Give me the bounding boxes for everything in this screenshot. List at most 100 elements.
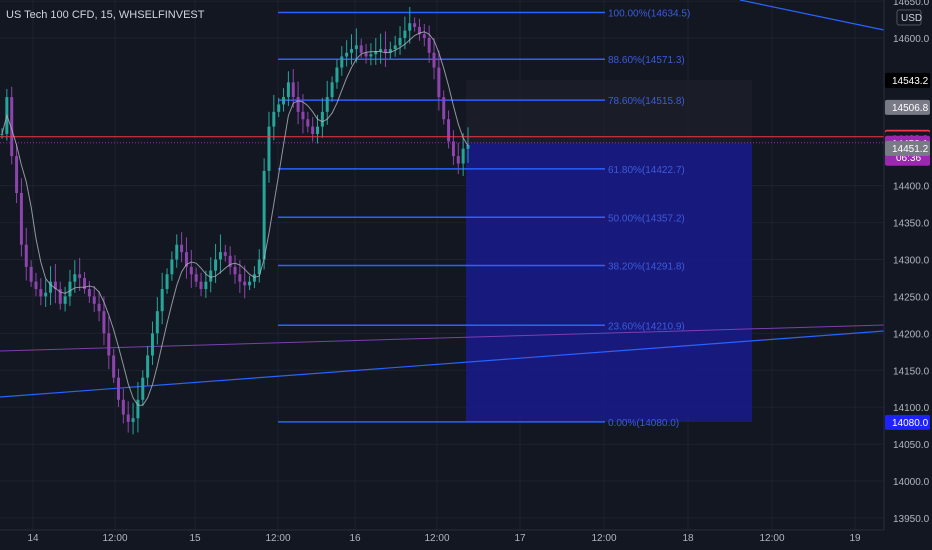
x-tick-label: 18 bbox=[682, 533, 694, 544]
candle-body bbox=[393, 45, 397, 50]
y-tick-label: 13950.0 bbox=[893, 514, 930, 525]
drawing-layer[interactable]: 100.00%(14634.5) 88.60%(14571.3) 78.60%(14… bbox=[0, 0, 885, 429]
y-tick-label: 14600.0 bbox=[893, 34, 930, 45]
fib-level-label: 23.60%(14210.9) bbox=[608, 321, 685, 332]
candle-body bbox=[451, 141, 455, 157]
x-tick-label: 12:00 bbox=[591, 533, 616, 544]
fib-level-label: 50.00%(14357.2) bbox=[608, 213, 685, 224]
candle-body bbox=[388, 49, 392, 53]
candle-body bbox=[301, 111, 305, 120]
candle-body bbox=[238, 274, 242, 282]
candle-body bbox=[262, 170, 266, 260]
candle-body bbox=[49, 281, 53, 293]
price-tag[interactable]: 14543.2 bbox=[885, 72, 930, 88]
candle-body bbox=[194, 274, 198, 282]
x-tick-label: 16 bbox=[349, 533, 361, 544]
candle-body bbox=[136, 399, 140, 419]
candle-body bbox=[87, 289, 91, 297]
price-tag-value: 14080.0 bbox=[892, 418, 929, 429]
candle-body bbox=[78, 274, 82, 278]
candle-body bbox=[374, 51, 378, 55]
candle-body bbox=[257, 259, 261, 275]
candle-body bbox=[131, 418, 135, 422]
trend-line-upper bbox=[739, 0, 885, 31]
y-tick-label: 14250.0 bbox=[893, 292, 930, 303]
fib-level-label: 38.20%(14291.8) bbox=[608, 262, 685, 273]
candle-body bbox=[184, 252, 188, 267]
candle-body bbox=[146, 355, 150, 378]
candle-body bbox=[286, 82, 290, 98]
y-tick-label: 14100.0 bbox=[893, 403, 930, 414]
candle-body bbox=[204, 281, 208, 290]
candle-body bbox=[189, 266, 193, 275]
price-axis-bg bbox=[884, 0, 932, 550]
candle-body bbox=[383, 49, 387, 53]
candle-body bbox=[63, 296, 67, 304]
candle-body bbox=[29, 266, 33, 282]
candle-body bbox=[68, 281, 72, 297]
candle-body bbox=[233, 266, 237, 275]
candle-body bbox=[34, 281, 38, 290]
price-tag-countdown: 06:36 bbox=[896, 153, 921, 164]
fib-level-label: 78.60%(14515.8) bbox=[608, 96, 685, 107]
price-tag-bg bbox=[885, 72, 930, 88]
candle-body bbox=[359, 45, 363, 53]
y-tick-label: 14150.0 bbox=[893, 366, 930, 377]
candle-body bbox=[180, 244, 184, 253]
candle-body bbox=[413, 23, 417, 27]
x-tick-label: 19 bbox=[849, 533, 861, 544]
price-axis[interactable]: 14650.0 14600.0 14400.0 14350.0 14300.0 14250… bbox=[883, 0, 932, 550]
candle-body bbox=[160, 289, 164, 312]
candle-body bbox=[422, 34, 426, 38]
candle-body bbox=[92, 296, 96, 304]
currency-badge bbox=[896, 9, 922, 26]
candle-body bbox=[218, 252, 222, 260]
candle-body bbox=[44, 292, 48, 297]
time-axis[interactable]: 14 12:00 15 12:00 16 12:00 17 12:00 18 12:00 19 bbox=[0, 529, 884, 544]
y-tick-label: 14650.0 bbox=[893, 0, 930, 8]
candle-body bbox=[306, 119, 310, 127]
candle-body bbox=[379, 49, 383, 52]
y-tick-label: 14400.0 bbox=[893, 182, 930, 193]
candles bbox=[0, 6, 470, 435]
candle-body bbox=[165, 274, 169, 290]
candle-body bbox=[267, 126, 271, 171]
price-tag-bg bbox=[885, 140, 930, 156]
overlay-layer bbox=[0, 31, 884, 406]
candle-body bbox=[121, 399, 125, 415]
moving-average-line bbox=[1, 31, 469, 406]
fib-level-label: 0.00%(14080.0) bbox=[608, 418, 679, 429]
candle-body bbox=[126, 414, 130, 422]
candle-body bbox=[155, 311, 159, 334]
price-tag[interactable]: 14506.8 bbox=[885, 99, 930, 115]
price-tag-value: 14451.2 bbox=[892, 144, 929, 155]
x-tick-label: 14 bbox=[27, 533, 39, 544]
candle-body bbox=[150, 333, 154, 356]
candle-body bbox=[83, 277, 87, 290]
candle-body bbox=[442, 97, 446, 120]
candle-body bbox=[330, 82, 334, 98]
fib-level-label: 61.80%(14422.7) bbox=[608, 165, 685, 176]
candle-body bbox=[277, 104, 281, 112]
symbol-title[interactable]: US Tech 100 CFD, 15, WHSELFINVEST bbox=[6, 9, 205, 21]
candle-body bbox=[0, 133, 4, 135]
candle-body bbox=[354, 45, 358, 50]
candle-body bbox=[223, 252, 227, 256]
trend-line-lower bbox=[0, 330, 885, 398]
candle-body bbox=[437, 67, 441, 98]
x-tick-label: 15 bbox=[189, 533, 201, 544]
candle-body bbox=[316, 126, 320, 134]
candle-body bbox=[97, 303, 101, 312]
candle-body bbox=[369, 54, 373, 57]
price-tag[interactable]: 14080.0 bbox=[885, 414, 930, 430]
candle-body bbox=[58, 289, 62, 304]
candle-body bbox=[243, 281, 247, 286]
x-tick-label: 17 bbox=[514, 533, 526, 544]
candle-body bbox=[325, 97, 329, 112]
candle-body bbox=[417, 26, 421, 35]
y-tick-label: 14050.0 bbox=[893, 440, 930, 451]
price-tag[interactable]: 14451.2 bbox=[885, 140, 930, 156]
candle-body bbox=[39, 289, 43, 297]
candle-body bbox=[432, 52, 436, 68]
